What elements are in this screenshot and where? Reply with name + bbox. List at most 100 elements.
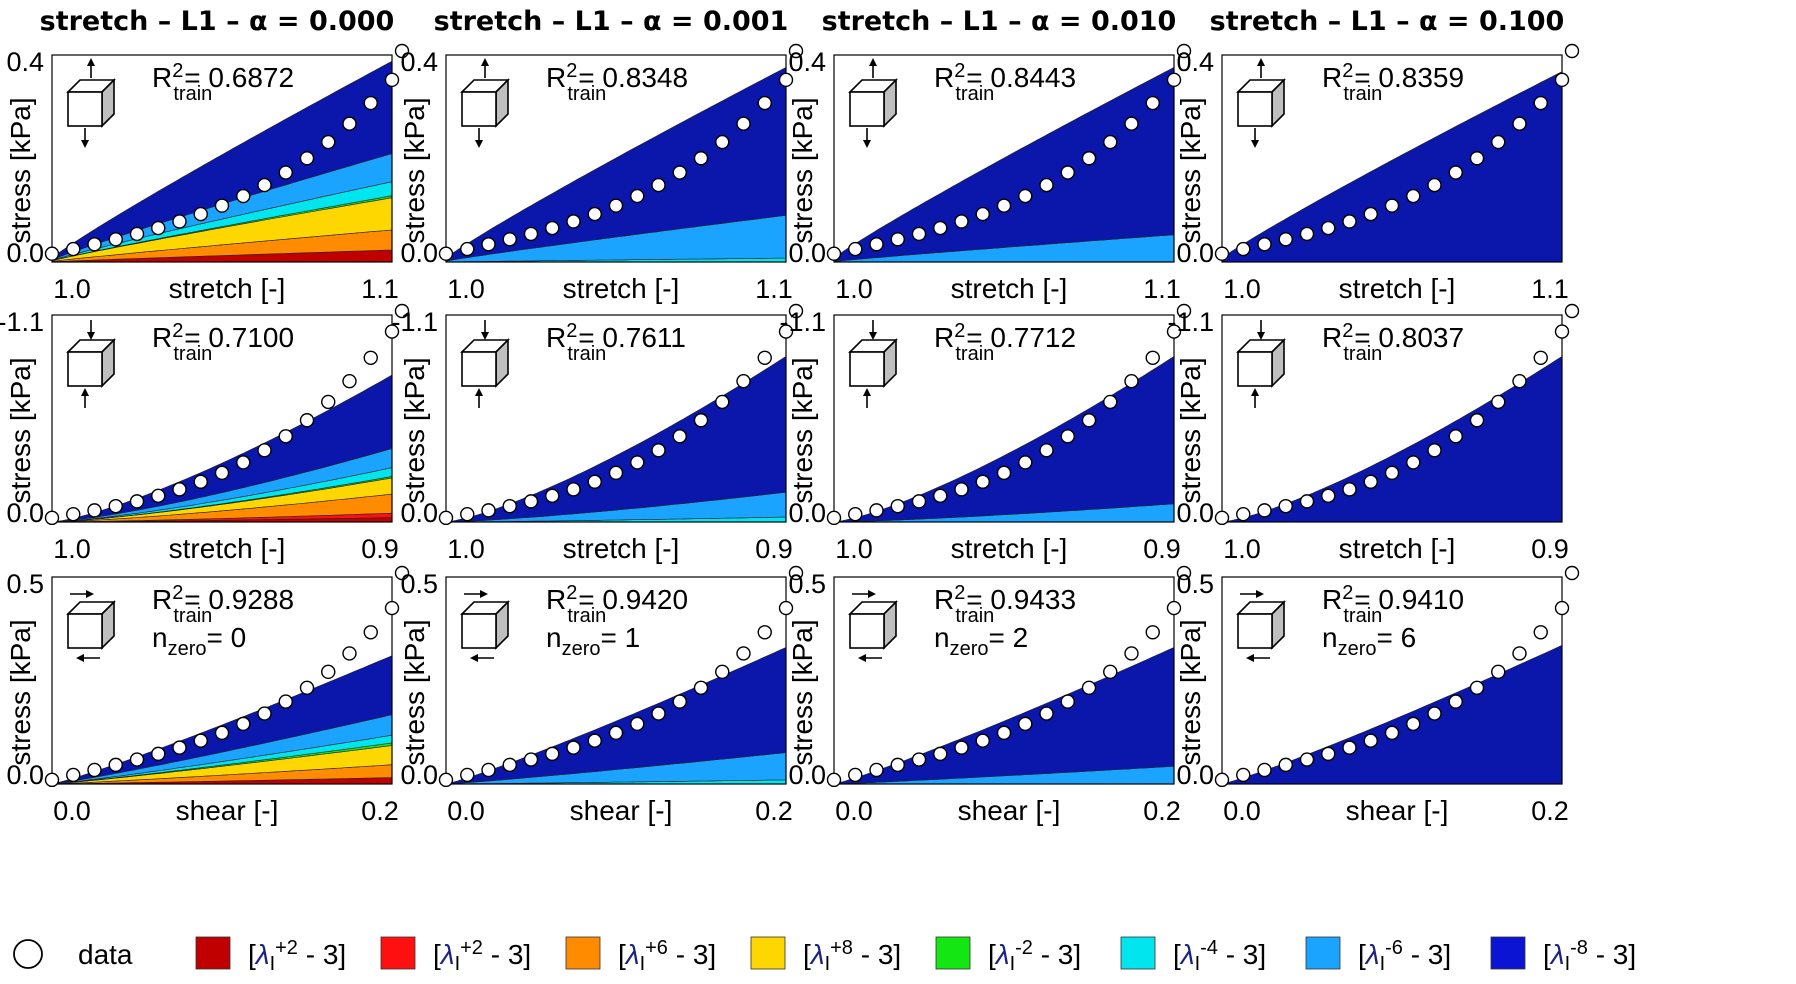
legend-swatch-c4 xyxy=(750,936,786,970)
data-point xyxy=(1176,303,1192,319)
x-axis-label: stretch [-] xyxy=(169,533,286,564)
data-point xyxy=(1081,413,1097,428)
legend-item-label: [λI-8 - 3] xyxy=(1543,937,1636,975)
data-point xyxy=(1363,733,1378,748)
x-tick-label: 1.0 xyxy=(53,274,91,304)
plot-frame xyxy=(445,314,787,523)
data-point xyxy=(1564,303,1580,319)
data-point xyxy=(342,646,357,661)
r2-sup: 2 xyxy=(1342,60,1353,82)
r2-annotation: R2 train= 0.9288 xyxy=(152,582,294,627)
data-point xyxy=(788,565,804,581)
x-tick-label: 1.0 xyxy=(835,274,873,304)
legend-bracket: [ xyxy=(618,939,626,970)
legend-sub: I xyxy=(640,953,646,975)
r2-label: R xyxy=(1322,62,1342,93)
arrow-left-head xyxy=(858,654,866,662)
x-axis-label: stretch [-] xyxy=(563,273,680,304)
data-point xyxy=(87,237,102,252)
plot-frame xyxy=(1221,314,1563,523)
r2-annotation: R2 train= 0.8359 xyxy=(1322,60,1464,105)
data-point xyxy=(736,373,751,389)
data-point xyxy=(1299,226,1315,242)
data-point xyxy=(693,680,709,695)
data-point xyxy=(736,646,751,661)
legend-item-label: [λI-4 - 3] xyxy=(1173,937,1266,975)
y-tick-label: 0.4 xyxy=(6,47,44,77)
legend-swatch-c6 xyxy=(1120,936,1156,970)
data-point xyxy=(342,116,357,131)
data-point xyxy=(869,503,884,518)
data-point xyxy=(848,241,863,257)
plot-frame xyxy=(833,576,1175,785)
r2-value: = 0.8037 xyxy=(1354,322,1464,353)
r2-annotation: R2 train= 0.7712 xyxy=(934,320,1076,365)
data-point xyxy=(44,246,60,261)
y-tick-label: -1.1 xyxy=(0,307,44,337)
arrow-down-head xyxy=(863,140,871,148)
arrow-up-head xyxy=(475,388,483,396)
y-tick-label: 0.0 xyxy=(400,498,438,528)
data-point xyxy=(933,488,948,504)
subplot-tension: 0.0 0.4 stress [kPa] 1.0 1.1 stretch [-] R2 tra… xyxy=(787,43,1192,304)
r2-value: = 0.7712 xyxy=(966,322,1076,353)
x-tick-label: 0.9 xyxy=(755,534,793,564)
legend-bracket: [ xyxy=(1543,939,1551,970)
data-point xyxy=(545,746,560,762)
legend-sub: I xyxy=(1010,953,1016,975)
data-point xyxy=(587,733,602,748)
x-tick-label: 1.1 xyxy=(1531,274,1569,304)
data-point xyxy=(1491,394,1506,410)
data-point xyxy=(460,767,475,783)
data-point xyxy=(954,740,969,755)
data-point xyxy=(278,429,293,444)
x-axis-label: stretch [-] xyxy=(951,273,1068,304)
legend-bracket: [ xyxy=(988,939,996,970)
data-point xyxy=(236,455,251,470)
data-point xyxy=(1103,134,1118,150)
plot-frame xyxy=(833,314,1175,523)
y-axis-label: stress [kPa] xyxy=(5,619,36,765)
r2-sup: 2 xyxy=(954,320,965,342)
data-point xyxy=(502,757,517,773)
plot-frame xyxy=(51,314,393,523)
cube-front xyxy=(461,613,497,649)
data-point xyxy=(1554,600,1570,616)
y-tick-label: 0.4 xyxy=(400,47,438,77)
n-label: n xyxy=(152,622,168,653)
data-point xyxy=(1018,716,1033,732)
legend-swatch-c1 xyxy=(195,936,231,970)
n-zero-annotation: nzero= 1 xyxy=(546,622,640,660)
cube-front xyxy=(1237,91,1273,127)
data-point xyxy=(954,214,969,229)
data-point xyxy=(1236,507,1251,522)
r2-sub: train xyxy=(567,83,606,105)
data-point xyxy=(394,43,410,59)
data-point xyxy=(236,188,251,204)
legend-tail: - 3] xyxy=(1033,939,1081,970)
plot-frame xyxy=(445,54,787,263)
data-point xyxy=(933,746,948,762)
data-point xyxy=(481,237,496,252)
r2-sub: train xyxy=(1343,343,1382,365)
data-point xyxy=(890,232,905,247)
n-zero-annotation: nzero= 6 xyxy=(1322,622,1416,660)
x-tick-label: 0.0 xyxy=(53,796,91,826)
data-point xyxy=(1448,429,1463,444)
y-tick-label: 0.5 xyxy=(1176,569,1214,599)
subplot-tension: 0.0 0.4 stress [kPa] 1.0 1.1 stretch [-] R2 tra… xyxy=(1175,43,1580,304)
arrow-left-head xyxy=(1246,654,1254,662)
data-point xyxy=(481,503,496,518)
data-point xyxy=(975,206,990,222)
legend-swatch-c7 xyxy=(1305,936,1341,970)
r2-annotation: R2 train= 0.6872 xyxy=(152,60,294,105)
data-point xyxy=(44,510,60,526)
legend-bracket: [ xyxy=(248,939,256,970)
data-point xyxy=(321,664,336,680)
r2-annotation: R2 train= 0.9420 xyxy=(546,582,688,627)
r2-label: R xyxy=(1322,584,1342,615)
x-axis-label: shear [-] xyxy=(176,795,279,826)
data-point xyxy=(869,237,884,252)
data-point xyxy=(321,134,336,150)
